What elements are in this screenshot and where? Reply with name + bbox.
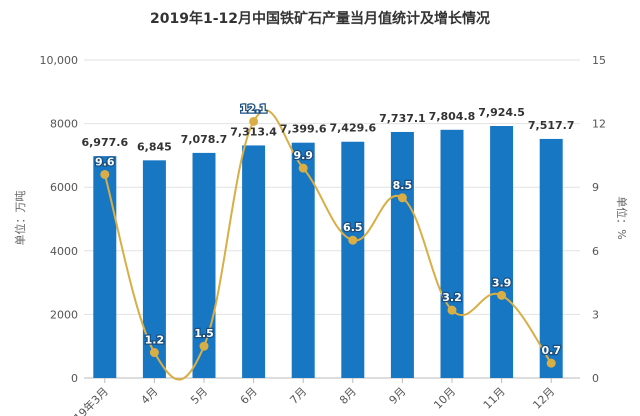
growth-point	[249, 116, 259, 126]
growth-value-label: 9.6	[95, 155, 115, 168]
growth-value-label: 1.2	[145, 334, 165, 347]
x-tick-label: 2019年3月	[61, 384, 111, 416]
right-axis-title: 单位：%	[615, 196, 629, 239]
x-tick-label: 8月	[337, 385, 359, 407]
growth-value-label: 0.7	[541, 344, 561, 357]
x-tick-label: 10月	[431, 385, 458, 412]
bar	[93, 156, 117, 378]
growth-point	[497, 290, 507, 300]
bar	[242, 145, 266, 378]
growth-point	[397, 193, 407, 203]
left-tick-label: 6000	[50, 181, 78, 194]
x-tick-label: 6月	[238, 385, 260, 407]
growth-point	[348, 235, 358, 245]
growth-point	[546, 358, 556, 368]
bar-value-label: 7,429.6	[329, 122, 376, 135]
bar	[440, 129, 464, 378]
growth-value-label: 6.5	[343, 221, 363, 234]
left-tick-label: 2000	[50, 308, 78, 321]
bar	[192, 152, 216, 378]
growth-point	[149, 348, 159, 358]
right-tick-label: 9	[592, 181, 599, 194]
growth-point	[447, 305, 457, 315]
x-tick-label: 4月	[139, 385, 161, 407]
bar-value-label: 7,399.6	[280, 123, 327, 136]
x-tick-label: 11月	[481, 385, 508, 412]
right-tick-label: 0	[592, 372, 599, 385]
bar-value-label: 7,078.7	[181, 133, 228, 146]
growth-value-label: 12.1	[240, 102, 267, 115]
bar	[142, 160, 166, 378]
bar	[490, 126, 514, 378]
bar-value-label: 7,737.1	[379, 112, 426, 125]
bar	[291, 142, 315, 378]
bar-value-label: 7,313.4	[230, 125, 277, 138]
bar	[539, 138, 563, 378]
left-tick-label: 0	[71, 372, 78, 385]
bar	[390, 131, 414, 378]
x-tick-label: 7月	[287, 385, 309, 407]
growth-value-label: 3.9	[492, 276, 512, 289]
right-tick-label: 12	[592, 118, 606, 131]
right-tick-label: 15	[592, 54, 606, 67]
right-tick-label: 3	[592, 308, 599, 321]
growth-point	[298, 163, 308, 173]
bar-value-label: 7,924.5	[478, 106, 525, 119]
growth-value-label: 8.5	[393, 179, 413, 192]
left-tick-label: 4000	[50, 245, 78, 258]
growth-value-label: 9.9	[293, 149, 313, 162]
x-tick-label: 9月	[387, 385, 409, 407]
growth-value-label: 3.2	[442, 291, 462, 304]
x-tick-label: 12月	[530, 385, 557, 412]
bar	[341, 141, 365, 378]
growth-point	[199, 341, 209, 351]
chart-title: 2019年1-12月中国铁矿石产量当月值统计及增长情况	[150, 10, 490, 27]
right-tick-label: 6	[592, 245, 599, 258]
growth-value-label: 1.5	[194, 327, 214, 340]
x-tick-label: 5月	[188, 385, 210, 407]
bar-value-label: 6,845	[137, 140, 172, 153]
bar-value-label: 7,517.7	[528, 119, 575, 132]
left-tick-label: 10,000	[40, 54, 79, 67]
bar-value-label: 7,804.8	[429, 110, 476, 123]
growth-point	[100, 169, 110, 179]
left-axis-title: 单位：万吨	[13, 191, 27, 246]
bar-value-label: 6,977.6	[81, 136, 128, 149]
left-tick-label: 8000	[50, 118, 78, 131]
